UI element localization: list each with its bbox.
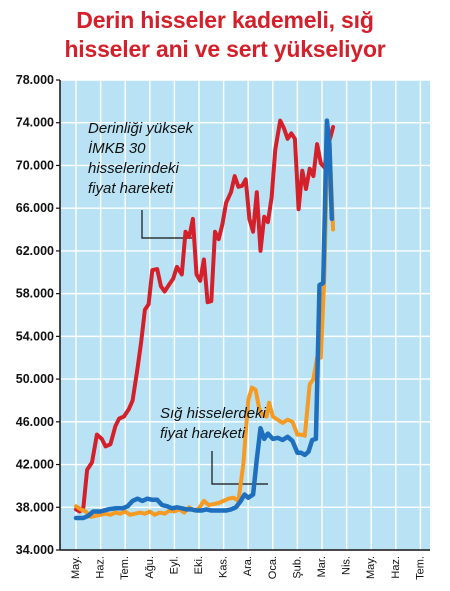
annotation-leader-lines bbox=[141, 210, 268, 485]
shallow-leader-line bbox=[211, 451, 268, 485]
vertical-gridlines bbox=[75, 80, 422, 550]
series-line bbox=[74, 136, 336, 519]
y-tick-label: 42.000 bbox=[16, 458, 54, 472]
shallow-annotation-line: Sığ hisselerdeki bbox=[160, 405, 267, 422]
x-tick-label: Haz. bbox=[390, 556, 402, 579]
x-tick-label: Eki. bbox=[193, 556, 205, 574]
y-tick-label: 54.000 bbox=[16, 329, 54, 343]
x-tick-label: Nis. bbox=[341, 556, 353, 575]
y-tick-label: 34.000 bbox=[16, 543, 54, 557]
x-axis-ticks: May. Haz. Tem. Ağu. Eyl. Eki. Kas. Ara. Oca. Şub.… bbox=[70, 556, 426, 580]
y-tick-label: 46.000 bbox=[16, 415, 54, 429]
y-tick-label: 50.000 bbox=[16, 372, 54, 386]
shallow-annotation-line: fiyat hareketi bbox=[160, 425, 246, 442]
deep-annotation-line: İMKB 30 bbox=[88, 140, 146, 157]
series-line bbox=[73, 118, 335, 521]
plot-area-background bbox=[60, 80, 430, 550]
x-tick-label: May. bbox=[70, 556, 82, 579]
y-tick-label: 66.000 bbox=[16, 201, 54, 215]
x-tick-label: Şub. bbox=[291, 556, 303, 579]
deep-annotation-line: hisselerindeki bbox=[88, 160, 180, 177]
y-tick-label: 70.000 bbox=[16, 158, 54, 172]
y-tick-label: 74.000 bbox=[16, 116, 54, 130]
deep-annotation-line: fiyat hareketi bbox=[88, 180, 174, 197]
x-tick-label: Tem. bbox=[119, 556, 131, 580]
x-tick-label: Eyl. bbox=[168, 556, 180, 574]
data-series bbox=[73, 118, 336, 521]
series-line bbox=[74, 118, 336, 514]
y-axis-ticks: 78.000 74.000 70.000 66.000 62.000 58.000 54.0… bbox=[16, 73, 430, 557]
y-tick-label: 78.000 bbox=[16, 73, 54, 87]
chart-title-line-2: hisseler ani ve sert yükseliyor bbox=[64, 36, 386, 62]
x-tick-label: Haz. bbox=[95, 556, 107, 579]
y-tick-label: 38.000 bbox=[16, 500, 54, 514]
deep-leader-line bbox=[141, 210, 192, 239]
x-tick-label: Tem. bbox=[414, 556, 426, 580]
deep-annotation-line: Derinliği yüksek bbox=[88, 120, 195, 137]
chart-title-line-1: Derin hisseler kademeli, sığ bbox=[76, 7, 374, 33]
y-tick-label: 62.000 bbox=[16, 244, 54, 258]
y-tick-label: 58.000 bbox=[16, 287, 54, 301]
chart-title: Derin hisseler kademeli, sığ hisseler an… bbox=[8, 6, 442, 64]
x-tick-label: Mar. bbox=[316, 556, 328, 577]
x-tick-label: Oca. bbox=[267, 556, 279, 579]
annotations: Derinliği yüksek İMKB 30 hisselerindeki fiy… bbox=[88, 120, 267, 442]
x-tick-label: Ağu. bbox=[144, 556, 156, 579]
x-tick-label: Kas. bbox=[218, 556, 230, 578]
x-tick-label: May. bbox=[365, 556, 377, 579]
x-tick-label: Ara. bbox=[242, 556, 254, 576]
